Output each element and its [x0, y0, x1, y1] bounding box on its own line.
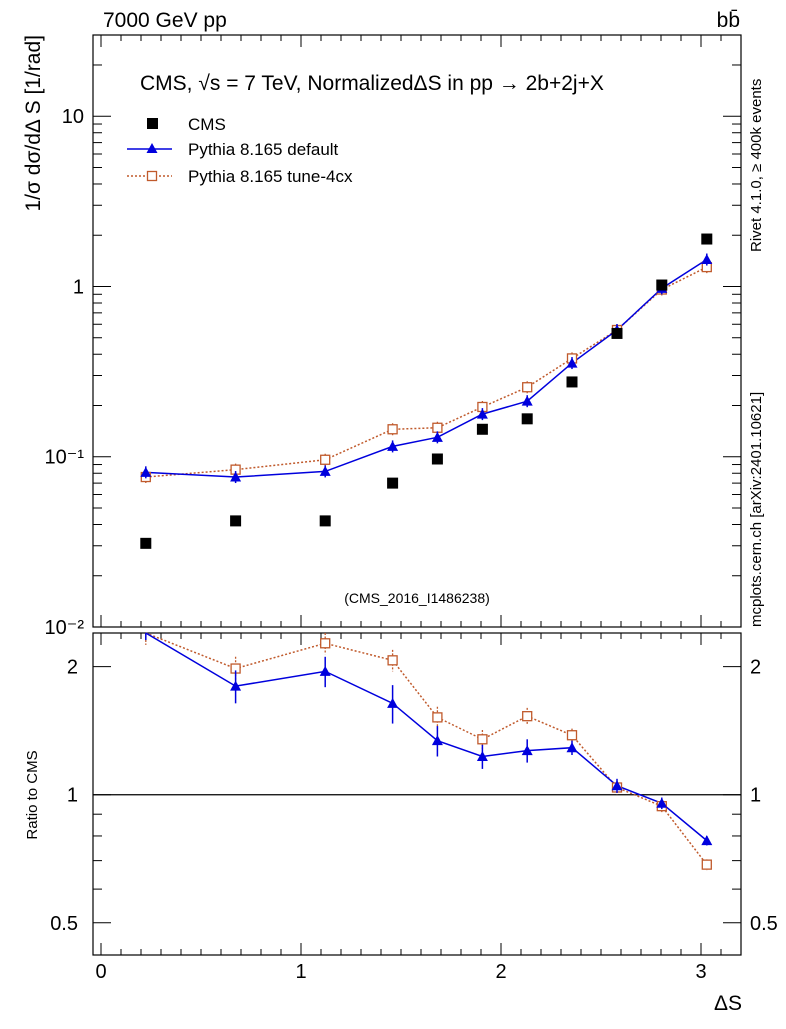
- ratio-tune-point: [566, 730, 578, 741]
- ratio-default-point: [656, 797, 668, 808]
- legend-marker-cms: [147, 118, 158, 129]
- y-tick-label: 10⁻²: [45, 617, 85, 639]
- x-tick-label: 2: [495, 961, 506, 983]
- ratio-tune-point: [522, 711, 533, 722]
- default-point: [387, 440, 399, 451]
- y-tick-label: 1: [73, 276, 84, 298]
- x-tick-label: 3: [695, 961, 706, 983]
- cms-data-point: [476, 423, 488, 435]
- cms-data-point: [656, 279, 668, 291]
- ratio-default-point: [431, 735, 443, 746]
- y-tick-label: 2: [67, 657, 78, 679]
- y-tick-label-right: 2: [750, 657, 761, 679]
- cms-data-point: [611, 327, 623, 339]
- legend-label-cms: CMS: [188, 115, 226, 134]
- ratio-default-point: [521, 745, 533, 756]
- tune-point: [387, 424, 398, 435]
- ratio-series-layer: [145, 632, 713, 871]
- ratio-tune-point: [701, 859, 712, 870]
- ratio-tune-line: [145, 632, 708, 866]
- ratio-default-point: [611, 780, 623, 791]
- x-tick-label: 0: [95, 961, 106, 983]
- cms-data-point: [431, 453, 443, 465]
- cms-data-point: [701, 233, 713, 245]
- cms-data-point: [140, 537, 152, 549]
- main-ylabel: 1/σ dσ/dΔ S [1/rad]: [22, 35, 45, 212]
- legend-marker-tune: [146, 170, 158, 182]
- header-right: bb̄: [717, 9, 740, 32]
- ratio-default-point: [476, 750, 488, 761]
- tune-point: [522, 382, 533, 393]
- cms-data-point: [387, 477, 399, 489]
- main-frame: [92, 34, 742, 628]
- mcplots-label: mcplots.cern.ch [arXiv:2401.10621]: [748, 392, 765, 627]
- ratio-default-point: [387, 697, 399, 708]
- main-series-layer: [140, 233, 713, 549]
- y-tick-label-right: 1: [750, 785, 761, 807]
- default-series-line: [145, 258, 708, 478]
- main-axis-ticks: 10 1 10⁻¹ 10⁻²: [45, 34, 742, 639]
- ratio-default-point: [319, 665, 331, 676]
- rivet-label: Rivet 4.1.0, ≥ 400k events: [748, 79, 765, 252]
- cms-data-point: [230, 515, 242, 527]
- legend: CMS Pythia 8.165 default Pythia 8.165 tu…: [127, 115, 353, 186]
- tune-series-line: [145, 266, 708, 478]
- y-tick-label: 10⁻¹: [45, 447, 85, 469]
- default-point: [476, 408, 488, 419]
- cms-data-point: [521, 413, 533, 425]
- y-tick-label: 10: [62, 106, 84, 128]
- ratio-ylabel: Ratio to CMS: [24, 750, 41, 839]
- ratio-default-line: [145, 632, 708, 842]
- ratio-tune-point: [387, 655, 398, 666]
- y-tick-label: 0.5: [50, 913, 78, 935]
- tune-point: [432, 422, 443, 433]
- cms-data-point: [319, 515, 331, 527]
- tune-point: [320, 454, 331, 465]
- analysis-id: (CMS_2016_I1486238): [344, 590, 490, 606]
- cms-data-point: [566, 376, 578, 388]
- legend-label-default: Pythia 8.165 default: [188, 140, 339, 159]
- default-point: [521, 395, 533, 406]
- default-point: [566, 357, 578, 368]
- default-point: [140, 466, 152, 477]
- default-point: [319, 465, 331, 476]
- legend-marker-default: [146, 143, 158, 153]
- ratio-default-point: [701, 835, 713, 846]
- ratio-default-point: [230, 680, 242, 691]
- default-point: [230, 471, 242, 482]
- ratio-tune-point: [432, 712, 443, 723]
- ratio-tune-point: [477, 734, 488, 745]
- ratio-tune-point: [320, 638, 331, 649]
- header-left: 7000 GeV pp: [103, 9, 227, 32]
- main-title: CMS, √s = 7 TeV, NormalizedΔS in pp → 2b…: [140, 72, 604, 95]
- default-point: [431, 431, 443, 442]
- legend-label-tune: Pythia 8.165 tune-4cx: [188, 167, 353, 186]
- x-tick-label: 1: [295, 961, 306, 983]
- ratio-frame: [92, 632, 742, 956]
- y-tick-label-right: 0.5: [750, 913, 778, 935]
- default-point: [701, 254, 713, 265]
- ratio-axis-ticks: 0 1 2 3 2 2 1 1 0.5 0.5: [50, 633, 778, 983]
- ratio-default-point: [566, 742, 578, 753]
- x-axis-label: ΔS: [714, 992, 742, 1015]
- y-tick-label: 1: [67, 785, 78, 807]
